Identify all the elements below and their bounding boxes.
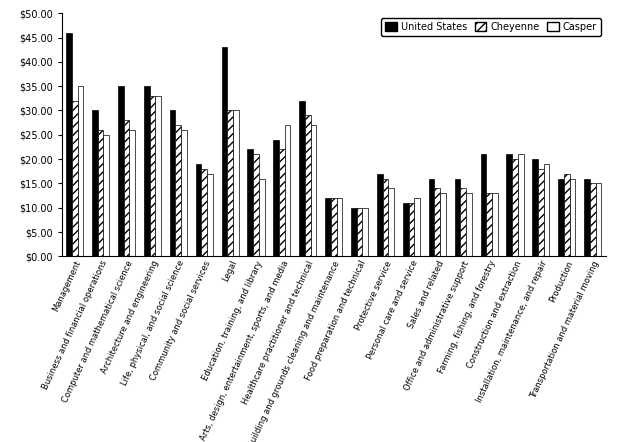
Bar: [518, 154, 523, 256]
Bar: [590, 183, 596, 256]
Bar: [544, 164, 549, 256]
Bar: [383, 179, 388, 256]
Bar: [351, 208, 357, 256]
Bar: [408, 203, 414, 256]
Bar: [279, 149, 285, 256]
Bar: [201, 169, 207, 256]
Bar: [481, 154, 486, 256]
Bar: [570, 179, 575, 256]
Bar: [311, 125, 316, 256]
Bar: [596, 183, 601, 256]
Legend: United States, Cheyenne, Casper: United States, Cheyenne, Casper: [381, 18, 601, 36]
Bar: [460, 188, 466, 256]
Bar: [124, 120, 129, 256]
Bar: [92, 110, 98, 256]
Bar: [558, 179, 564, 256]
Bar: [144, 86, 150, 256]
Bar: [207, 174, 213, 256]
Bar: [466, 193, 472, 256]
Bar: [305, 115, 311, 256]
Bar: [414, 198, 420, 256]
Bar: [584, 179, 590, 256]
Bar: [377, 174, 383, 256]
Bar: [253, 154, 259, 256]
Bar: [196, 164, 201, 256]
Bar: [455, 179, 460, 256]
Bar: [247, 149, 253, 256]
Bar: [78, 86, 83, 256]
Bar: [155, 96, 161, 256]
Bar: [129, 130, 135, 256]
Bar: [233, 110, 239, 256]
Bar: [222, 47, 227, 256]
Bar: [429, 179, 434, 256]
Bar: [118, 86, 124, 256]
Bar: [259, 179, 265, 256]
Bar: [403, 203, 408, 256]
Bar: [440, 193, 446, 256]
Bar: [150, 96, 155, 256]
Bar: [388, 188, 394, 256]
Bar: [273, 140, 279, 256]
Bar: [337, 198, 342, 256]
Bar: [486, 193, 492, 256]
Bar: [98, 130, 103, 256]
Bar: [285, 125, 290, 256]
Bar: [181, 130, 187, 256]
Bar: [331, 198, 337, 256]
Bar: [532, 159, 538, 256]
Bar: [299, 101, 305, 256]
Bar: [492, 193, 497, 256]
Bar: [512, 159, 518, 256]
Bar: [176, 125, 181, 256]
Bar: [434, 188, 440, 256]
Bar: [227, 110, 233, 256]
Bar: [72, 101, 78, 256]
Bar: [103, 135, 109, 256]
Bar: [564, 174, 570, 256]
Bar: [170, 110, 176, 256]
Bar: [325, 198, 331, 256]
Bar: [363, 208, 368, 256]
Bar: [66, 33, 72, 256]
Bar: [538, 169, 544, 256]
Bar: [507, 154, 512, 256]
Bar: [357, 208, 363, 256]
